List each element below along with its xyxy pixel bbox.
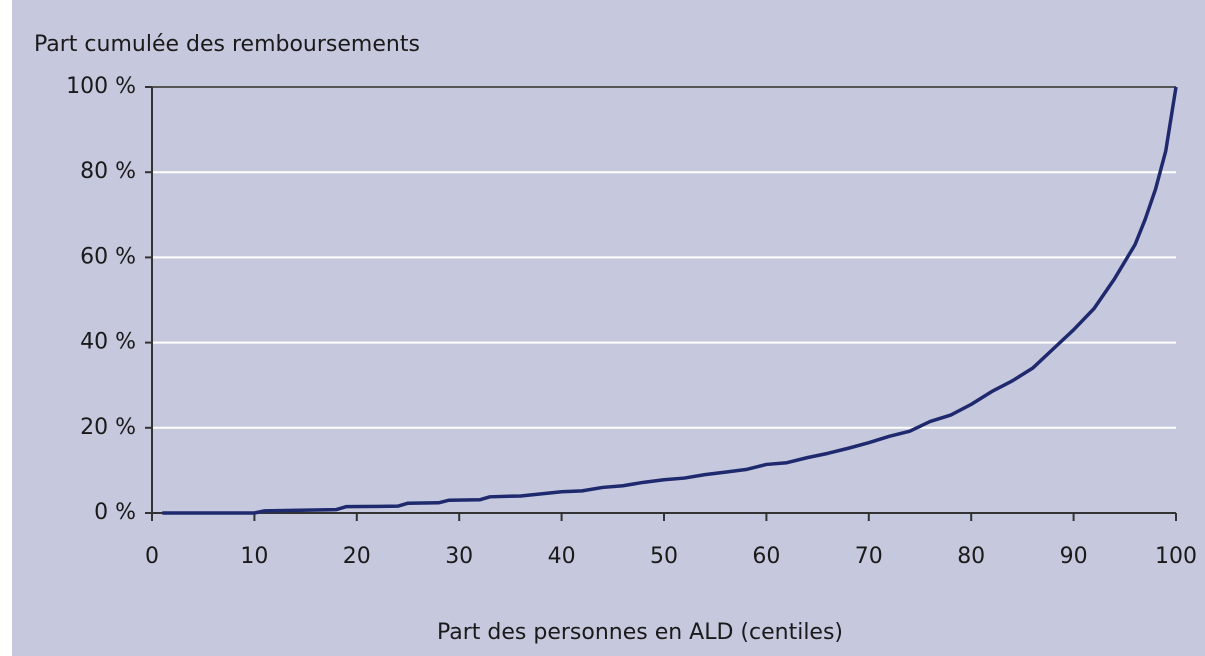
- x-tick-label: 0: [145, 544, 159, 569]
- x-tick-label: 10: [240, 544, 268, 569]
- x-tick-label: 80: [957, 544, 985, 569]
- data-line: [162, 86, 1178, 515]
- y-tick-label: 40 %: [80, 330, 136, 355]
- x-tick-label: 70: [855, 544, 883, 569]
- x-tick-label: 30: [445, 544, 473, 569]
- x-tick-label: 20: [343, 544, 371, 569]
- y-tick-label: 0 %: [94, 500, 136, 525]
- chart-background: [12, 0, 1205, 656]
- x-tick-label: 40: [548, 544, 576, 569]
- x-tick-label: 90: [1060, 544, 1088, 569]
- x-tick-label: 60: [752, 544, 780, 569]
- y-tick-label: 80 %: [80, 159, 136, 184]
- chart-title: Part cumulée des remboursements: [34, 32, 420, 57]
- x-tick-label: 50: [650, 544, 678, 569]
- y-tick-label: 100 %: [66, 74, 136, 99]
- x-axis-label: Part des personnes en ALD (centiles): [437, 620, 843, 645]
- y-tick-label: 60 %: [80, 244, 136, 269]
- y-tick-label: 20 %: [80, 415, 136, 440]
- x-tick-label: 100: [1155, 544, 1197, 569]
